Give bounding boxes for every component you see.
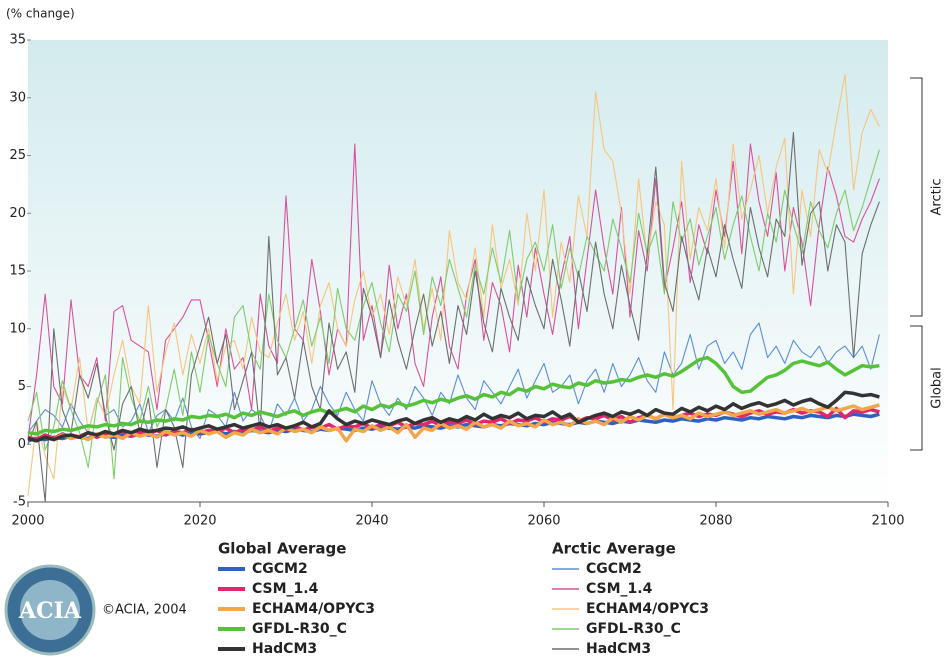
series-line	[27, 74, 880, 497]
annotation: Global	[930, 367, 944, 408]
legend-label: HadCM3	[586, 641, 651, 657]
legend-label: ECHAM4/OPYC3	[586, 601, 709, 617]
legend-label: CGCM2	[586, 561, 642, 577]
y-tick-label: 15	[9, 264, 26, 279]
legend-label: HadCM3	[252, 641, 317, 657]
x-tick-label: 2100	[871, 514, 904, 529]
y-tick-label: 25	[9, 148, 26, 163]
y-tick-label: 10	[9, 321, 26, 336]
y-axis-label: (% change)	[6, 7, 75, 21]
legend-title: Arctic Average	[552, 540, 676, 558]
x-tick-label: 2060	[527, 514, 560, 529]
y-tick-label: 20	[9, 206, 26, 221]
series-line	[27, 390, 880, 443]
legend-label: CGCM2	[252, 561, 308, 577]
logo-globe	[20, 580, 80, 640]
logo-text: ACIA	[18, 598, 82, 624]
series-line	[27, 403, 880, 443]
series-line	[27, 143, 880, 439]
x-tick-label: 2040	[355, 514, 388, 529]
legend-title: Global Average	[218, 540, 346, 558]
series-line	[27, 149, 880, 480]
legend-label: CSM_1.4	[586, 581, 653, 597]
y-tick-label: 5	[18, 379, 26, 394]
x-tick-label: 2080	[699, 514, 732, 529]
global-bracket	[910, 325, 923, 451]
x-tick-label: 2020	[183, 514, 216, 529]
series-line	[27, 355, 880, 436]
y-tick-label: 0	[18, 437, 26, 452]
y-tick-label: 35	[9, 33, 26, 48]
arctic-bracket	[910, 77, 923, 317]
legend-label: ECHAM4/OPYC3	[252, 601, 375, 617]
legend-label: GFDL-R30_C	[252, 621, 347, 637]
series-line	[27, 322, 880, 440]
credit: ©ACIA, 2004	[102, 603, 187, 618]
y-tick-label: -5	[13, 495, 26, 510]
legend-label: GFDL-R30_C	[586, 621, 681, 637]
legend-label: CSM_1.4	[252, 581, 319, 597]
annotation: Arctic	[930, 179, 944, 216]
y-tick-label: 30	[9, 90, 26, 105]
logo: ACIA	[4, 564, 96, 656]
x-tick-label: 2000	[11, 514, 44, 529]
